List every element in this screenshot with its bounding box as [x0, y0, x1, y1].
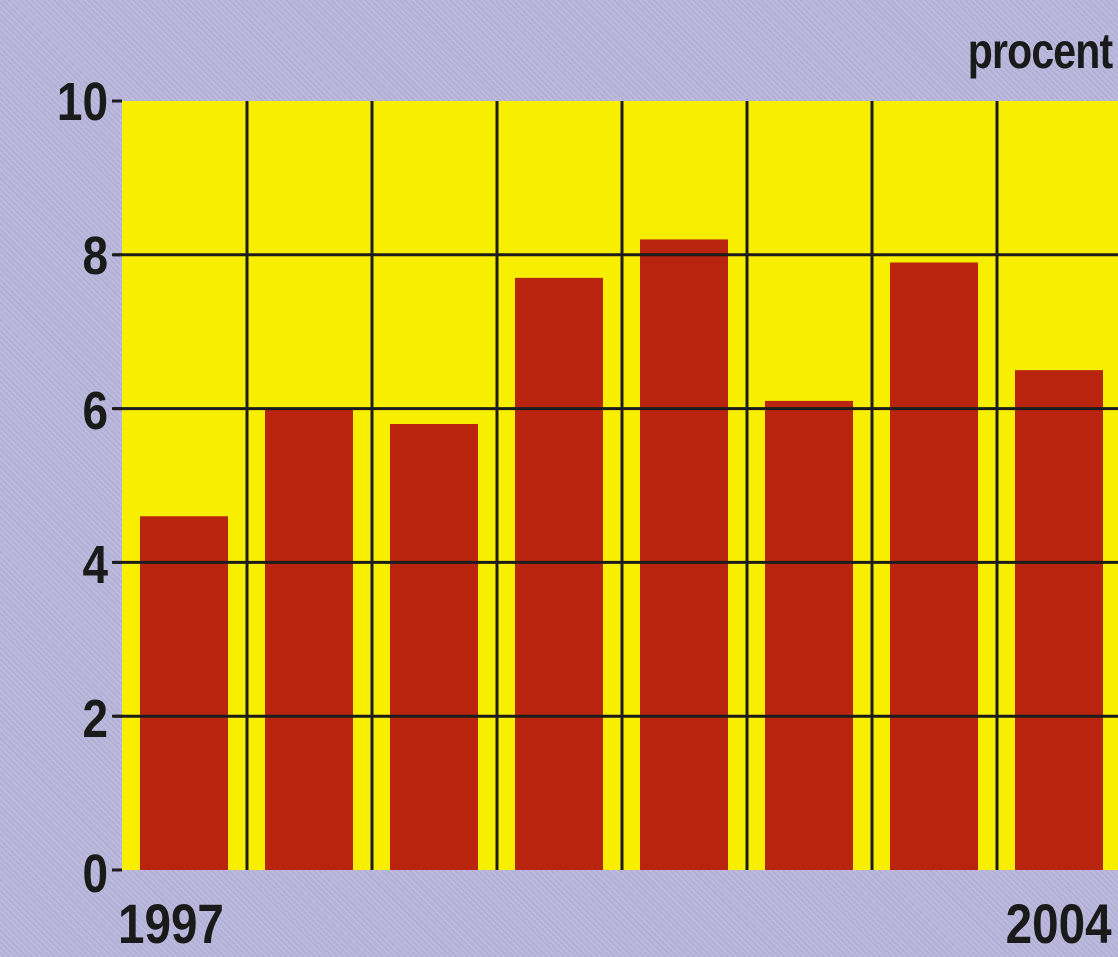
bar-2004 — [1015, 370, 1103, 870]
unit-label: procent — [967, 23, 1112, 79]
y-tick-label-0: 0 — [82, 844, 108, 904]
bar-2002 — [765, 400, 853, 870]
y-tick-label-10: 10 — [56, 72, 108, 132]
y-tick-label-2: 2 — [82, 689, 108, 749]
y-tick-label-4: 4 — [82, 535, 108, 595]
bars-group — [140, 239, 1103, 871]
x-tick-label-1997: 1997 — [118, 892, 224, 955]
bar-1999 — [390, 423, 478, 870]
bar-2001 — [640, 239, 728, 871]
bar-1998 — [265, 408, 353, 870]
bar-1997 — [140, 516, 228, 870]
y-tick-label-6: 6 — [82, 381, 108, 441]
x-tick-label-2004: 2004 — [1006, 892, 1112, 955]
bar-2000 — [515, 277, 603, 870]
grid-group — [112, 99, 1118, 872]
y-tick-label-8: 8 — [82, 226, 108, 286]
bar-2003 — [890, 262, 978, 870]
